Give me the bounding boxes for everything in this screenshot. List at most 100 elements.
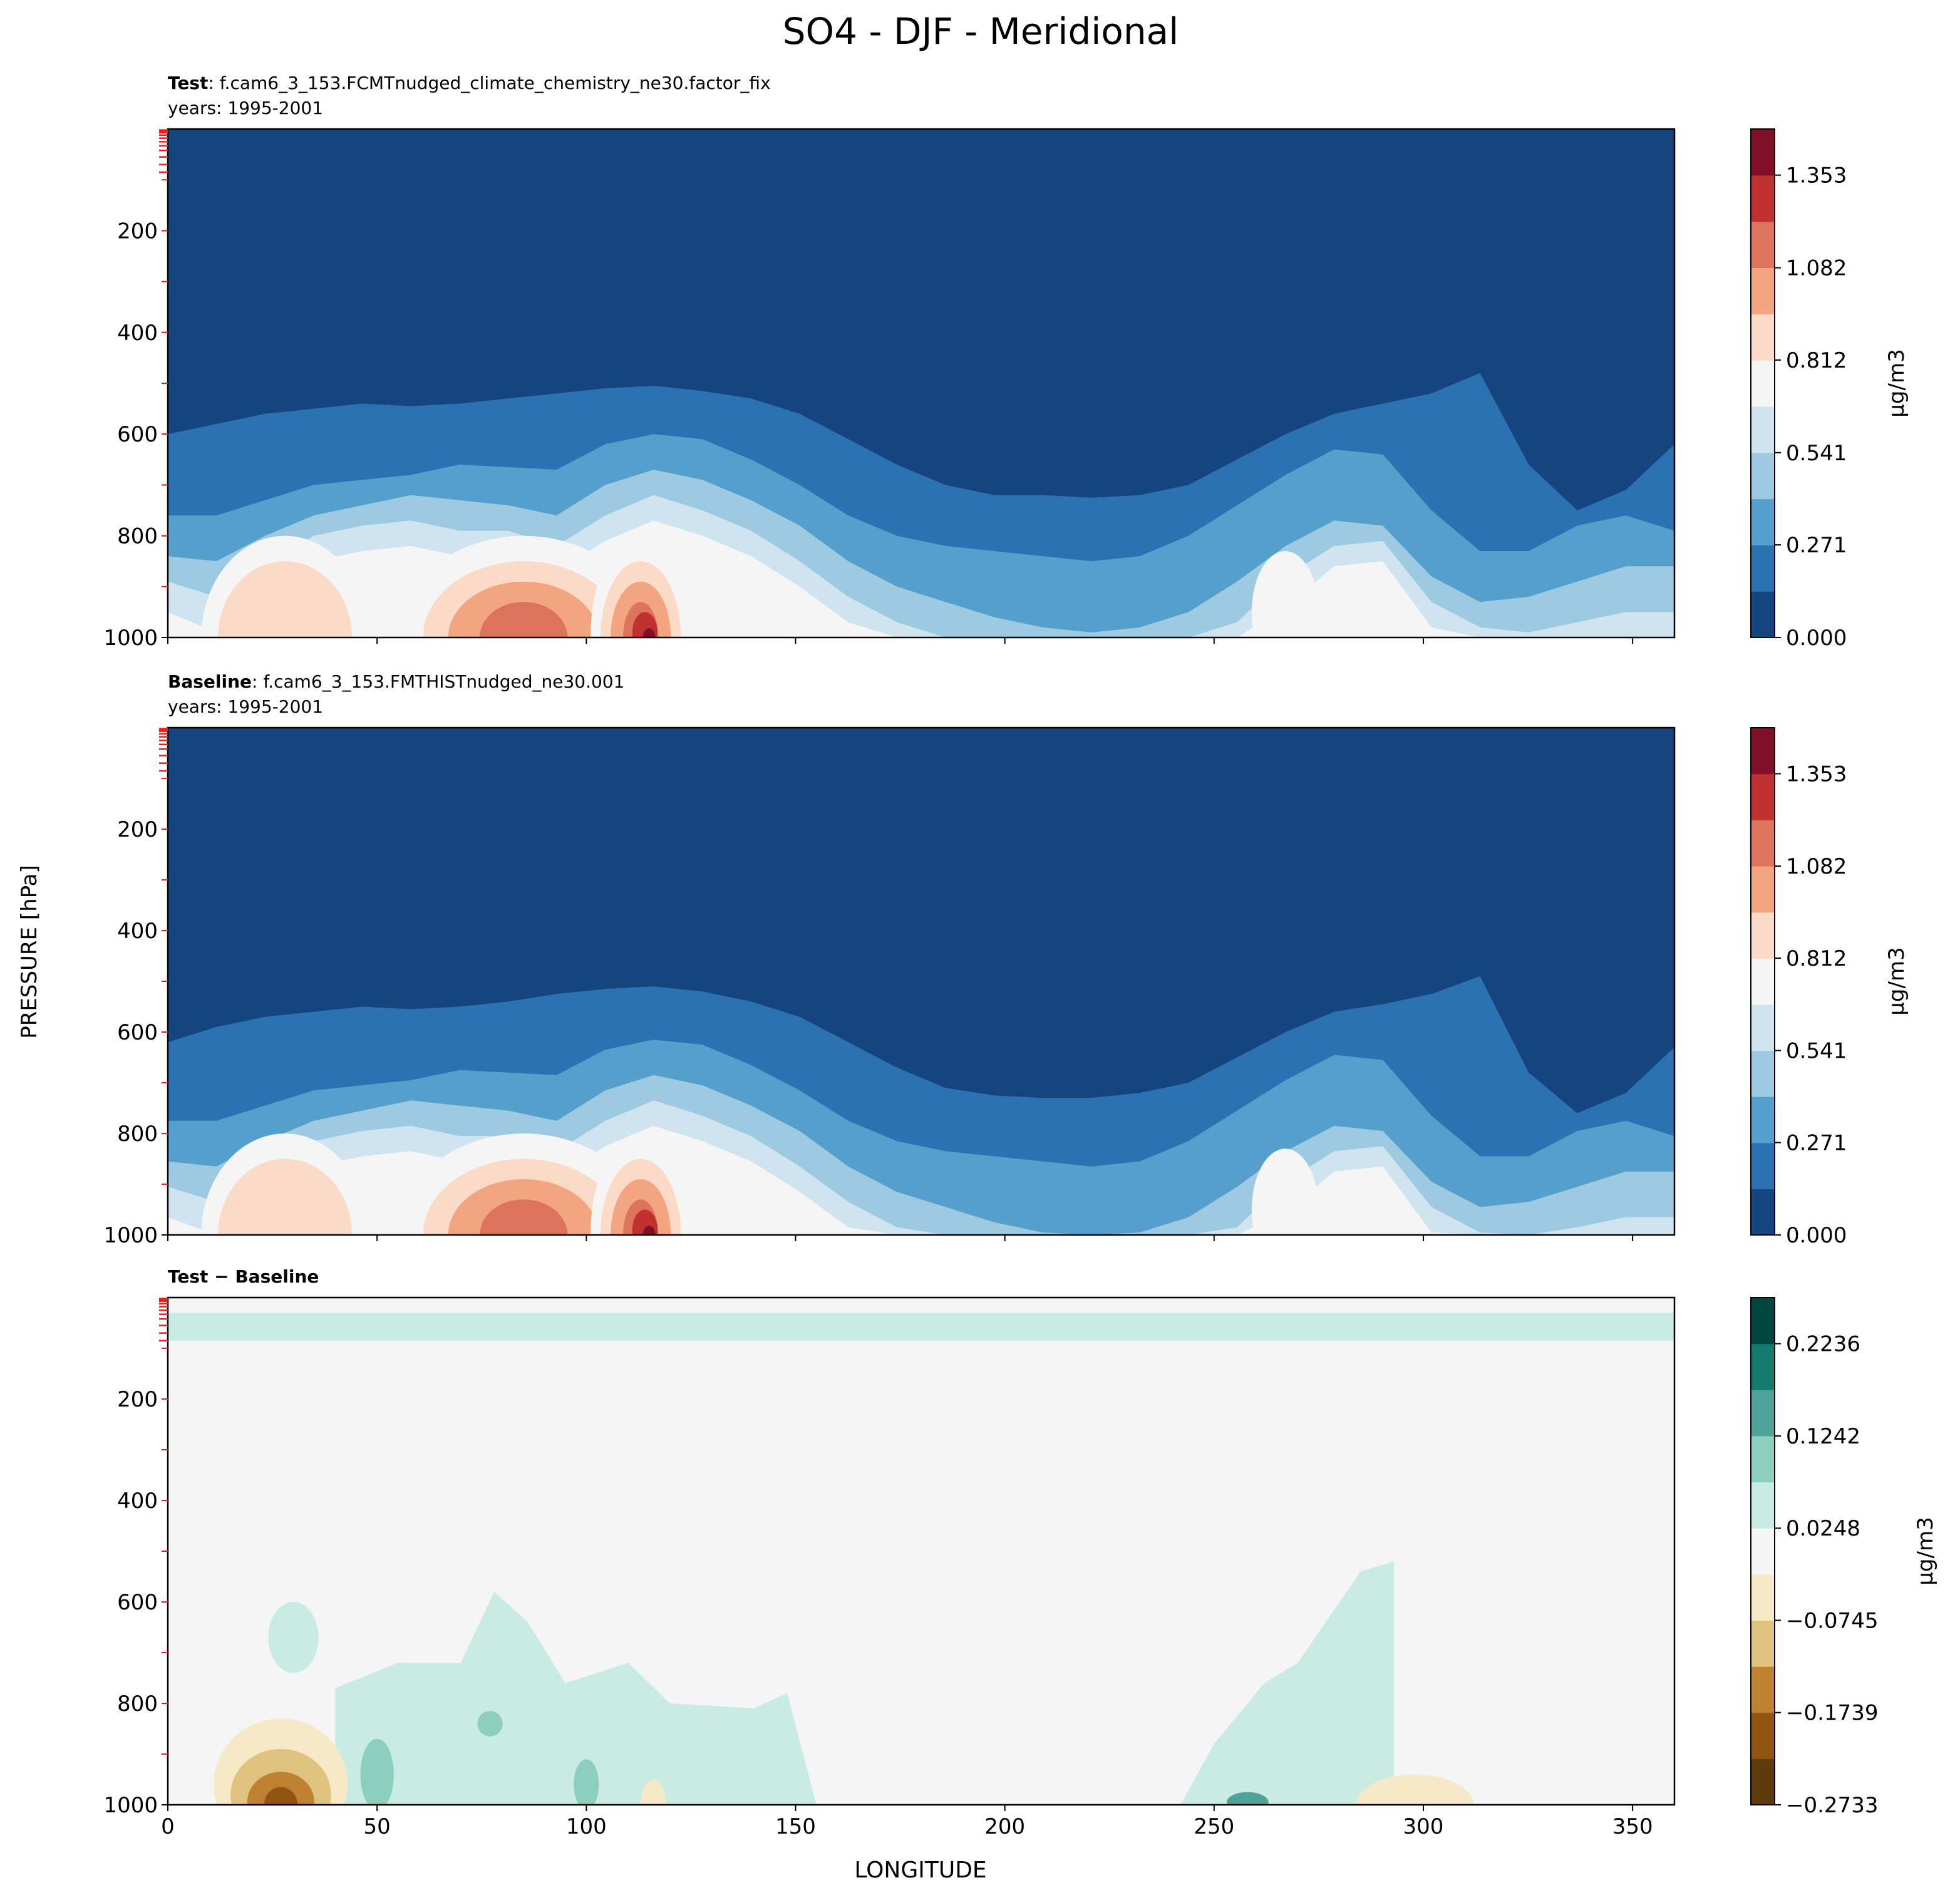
y-tick-label-1000: 1000 [103, 626, 158, 651]
colorbar-swatch-6 [1751, 314, 1775, 361]
panel-test: Test: f.cam6_3_153.FCMTnudged_climate_ch… [103, 73, 1909, 651]
colorbar-tick-label-3: 0.812 [1786, 348, 1847, 373]
colorbar-swatch-3 [1751, 1620, 1775, 1667]
colorbar-swatch-4 [1751, 1574, 1775, 1621]
x-tick-label-50: 50 [364, 1814, 391, 1839]
y-tick-label-800: 800 [117, 1691, 158, 1717]
colorbar-tick-label-0: 0.2236 [1786, 1332, 1860, 1357]
contour-negative-4 [264, 1787, 298, 1805]
figure-title: SO4 - DJF - Meridional [783, 10, 1179, 53]
y-tick-label-400: 400 [117, 321, 158, 346]
contour-positive-core-3 [574, 1759, 599, 1805]
colorbar-tick-label-4: −0.1739 [1786, 1701, 1878, 1726]
colorbar-label: μg/m3 [1884, 947, 1909, 1015]
colorbar-swatch-8 [1751, 820, 1775, 867]
contour-warm-max [642, 628, 656, 638]
y-tick-label-200: 200 [117, 1387, 158, 1412]
panel-baseline: Baseline: f.cam6_3_153.FMTHISTnudged_ne3… [103, 671, 1909, 1248]
colorbar-tick-label-1: 0.271 [1786, 1130, 1847, 1155]
colorbar-swatch-1 [1751, 1142, 1775, 1189]
colorbar-swatch-9 [1751, 773, 1775, 820]
colorbar-swatch-3 [1751, 452, 1775, 500]
colorbar-swatch-2 [1751, 498, 1775, 545]
panel-baseline-colorbar: 0.000 0.271 0.541 0.812 1.082 1.353 μg/m3 [1750, 727, 1909, 1248]
colorbar-tick-label-0: 0.000 [1786, 1223, 1847, 1248]
contour-positive-region-1 [335, 1591, 817, 1805]
colorbar-swatch-6 [1751, 1482, 1775, 1529]
contour-positive-region-2 [1180, 1561, 1395, 1805]
contour-positive-core-1 [360, 1738, 394, 1805]
colorbar-tick-label-1: 0.1242 [1786, 1424, 1860, 1449]
colorbar-tick-label-1: 0.271 [1786, 533, 1847, 558]
colorbar-tick-label-3: −0.0745 [1786, 1608, 1878, 1633]
y-tick-label-1000: 1000 [103, 1223, 158, 1248]
panel-baseline-label: Baseline: f.cam6_3_153.FMTHISTnudged_ne3… [168, 671, 624, 692]
colorbar-swatch-9 [1751, 1343, 1775, 1390]
figure-xlabel: LONGITUDE [854, 1857, 986, 1883]
colorbar-frame [1750, 1297, 1775, 1805]
colorbar-tick-label-2: 0.0248 [1786, 1516, 1860, 1541]
colorbar-swatch-5 [1751, 1528, 1775, 1575]
x-tick-label-150: 150 [775, 1814, 816, 1839]
colorbar-swatch-2 [1751, 1097, 1775, 1144]
y-tick-label-800: 800 [117, 524, 158, 549]
colorbar-swatch-10 [1751, 1298, 1775, 1345]
contour-warm-0-b [218, 1159, 352, 1235]
x-tick-label-350: 350 [1612, 1814, 1653, 1839]
y-tick-label-400: 400 [117, 1489, 158, 1514]
x-tick-label-100: 100 [566, 1814, 607, 1839]
colorbar-tick-label-5: −0.2733 [1786, 1793, 1878, 1818]
colorbar-tick-label-5: 1.353 [1786, 163, 1847, 188]
contour-warm-0-b [218, 561, 352, 638]
panel-test-colorbar: 0.000 0.271 0.541 0.812 1.082 1.353 μg/m3 [1750, 128, 1909, 651]
colorbar-label: μg/m3 [1913, 1517, 1938, 1585]
colorbar-swatch-0 [1751, 591, 1775, 638]
colorbar-tick-label-3: 0.812 [1786, 946, 1847, 971]
y-tick-label-600: 600 [117, 1590, 158, 1615]
contour-warm-1-d [479, 602, 568, 638]
contour-positive-small [268, 1602, 319, 1673]
contour-positive-core-4 [1226, 1792, 1269, 1805]
figure-ylabel: PRESSURE [hPa] [17, 865, 42, 1038]
colorbar-swatch-3 [1751, 1050, 1775, 1097]
colorbar-frame [1750, 128, 1775, 638]
contour-warm-east [1251, 551, 1319, 638]
x-tick-label-0: 0 [161, 1814, 175, 1839]
y-tick-label-800: 800 [117, 1122, 158, 1147]
panel-baseline-years: years: 1995-2001 [168, 696, 323, 717]
y-tick-label-600: 600 [117, 422, 158, 447]
y-tick-label-200: 200 [117, 219, 158, 244]
panel-baseline-plot [168, 728, 1674, 1235]
colorbar-swatch-5 [1751, 958, 1775, 1005]
colorbar-swatch-8 [1751, 221, 1775, 268]
colorbar-swatch-10 [1751, 728, 1775, 775]
contour-negative-6 [1356, 1774, 1474, 1805]
colorbar-tick-label-2: 0.541 [1786, 1039, 1847, 1064]
y-tick-label-400: 400 [117, 919, 158, 944]
colorbar-swatch-0 [1751, 1189, 1775, 1236]
colorbar-swatch-0 [1751, 1758, 1775, 1805]
x-tick-label-250: 250 [1194, 1814, 1234, 1839]
panel-difference-label: Test − Baseline [168, 1266, 319, 1287]
colorbar-tick-label-5: 1.353 [1786, 762, 1847, 787]
colorbar-tick-label-2: 0.541 [1786, 441, 1847, 466]
contour-positive-core-2 [477, 1711, 503, 1737]
contour-warm-east [1251, 1149, 1319, 1235]
colorbar-swatch-8 [1751, 1390, 1775, 1437]
panel-baseline-axes: 200 400 600 800 1000 [103, 728, 1634, 1248]
contour-warm-1-d [479, 1199, 568, 1235]
colorbar-swatch-6 [1751, 912, 1775, 959]
y-tick-label-600: 600 [117, 1020, 158, 1045]
colorbar-swatch-4 [1751, 406, 1775, 453]
colorbar-label: μg/m3 [1884, 349, 1909, 417]
colorbar-swatch-7 [1751, 267, 1775, 314]
colorbar-swatch-9 [1751, 175, 1775, 222]
panel-test-axes: 200 400 600 800 1000 [103, 129, 1634, 651]
panel-test-years: years: 1995-2001 [168, 98, 323, 118]
x-tick-label-300: 300 [1403, 1814, 1444, 1839]
colorbar-frame [1750, 727, 1775, 1236]
colorbar-swatch-7 [1751, 865, 1775, 913]
